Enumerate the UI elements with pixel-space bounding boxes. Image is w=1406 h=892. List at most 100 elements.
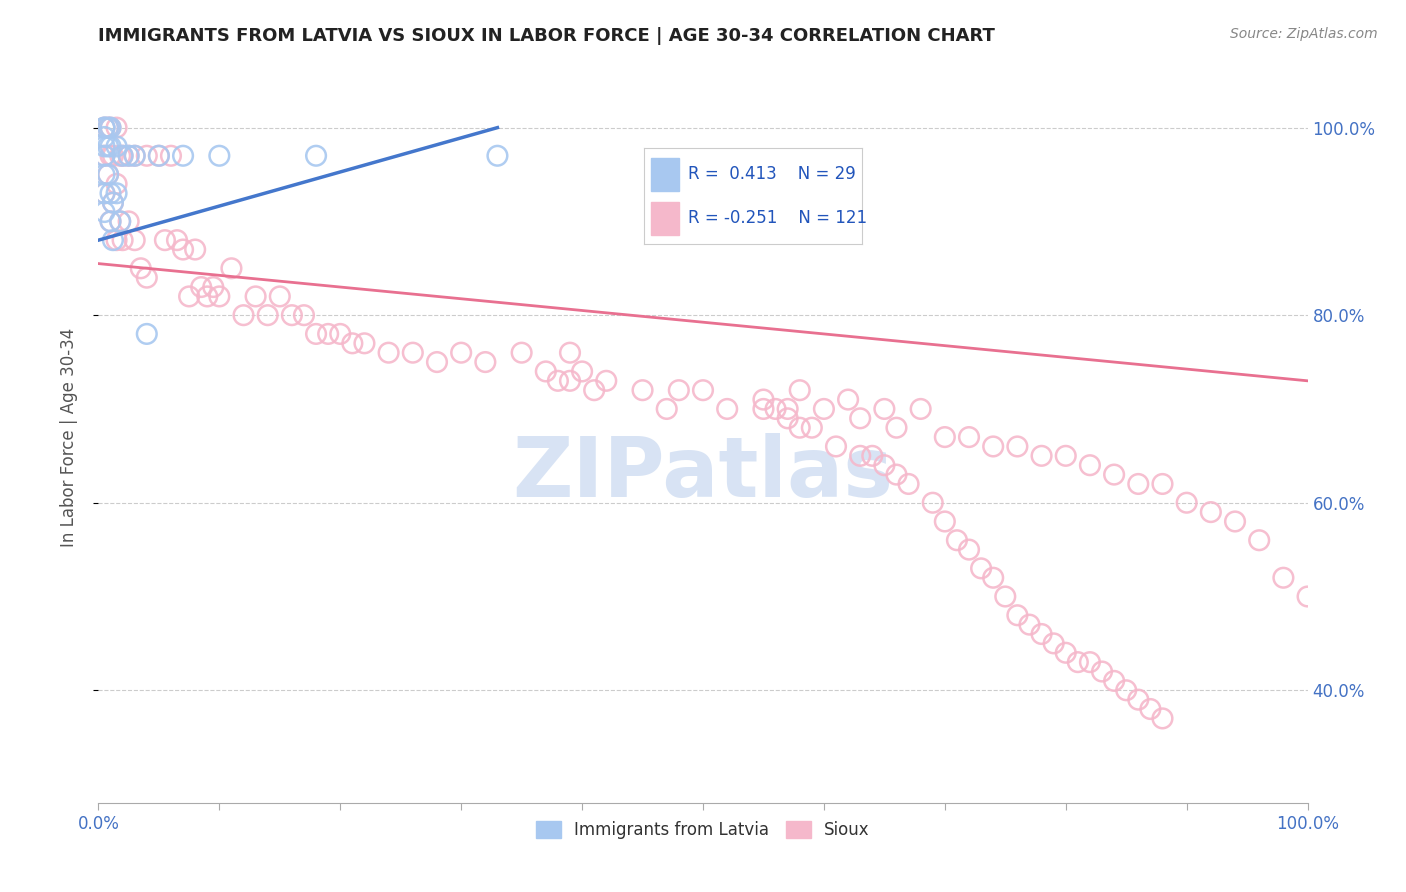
Point [93, 139, 115, 153]
Point [1007, 608, 1029, 623]
Point [208, 149, 231, 163]
Point [1091, 665, 1114, 679]
Point [190, 280, 212, 294]
Point [97, 120, 120, 135]
Point [172, 243, 194, 257]
Point [981, 571, 1004, 585]
Point [100, 120, 122, 135]
Y-axis label: In Labor Force | Age 30-34: In Labor Force | Age 30-34 [59, 327, 77, 547]
Point [934, 515, 956, 529]
Point [97, 168, 120, 182]
Point [97, 120, 120, 135]
Point [195, 289, 218, 303]
Point [305, 149, 328, 163]
Point [571, 364, 593, 378]
Point [510, 345, 533, 359]
Point [135, 149, 157, 163]
Point [245, 289, 267, 303]
Point [1078, 655, 1101, 669]
Point [1175, 496, 1198, 510]
Point [100, 214, 122, 228]
Point [97, 139, 120, 153]
Point [1272, 571, 1295, 585]
Point [886, 420, 908, 434]
Point [534, 364, 557, 378]
Point [910, 401, 932, 416]
Point [93, 186, 115, 201]
Point [1102, 673, 1125, 688]
Point [789, 383, 811, 397]
Point [1223, 515, 1246, 529]
Point [105, 120, 128, 135]
Text: IMMIGRANTS FROM LATVIA VS SIOUX IN LABOR FORCE | AGE 30-34 CORRELATION CHART: IMMIGRANTS FROM LATVIA VS SIOUX IN LABOR… [98, 27, 995, 45]
Point [813, 401, 835, 416]
Point [825, 440, 848, 454]
Point [486, 149, 509, 163]
Point [1102, 467, 1125, 482]
Point [118, 214, 141, 228]
Point [148, 149, 170, 163]
Point [897, 477, 920, 491]
Point [957, 430, 980, 444]
Point [97, 168, 120, 182]
Text: R = -0.251    N = 121: R = -0.251 N = 121 [688, 210, 868, 227]
Point [93, 149, 115, 163]
Legend: Immigrants from Latvia, Sioux: Immigrants from Latvia, Sioux [529, 814, 877, 846]
Point [873, 458, 896, 473]
Point [402, 345, 425, 359]
Point [105, 233, 128, 247]
Point [1031, 627, 1053, 641]
Point [558, 374, 581, 388]
Point [1054, 449, 1077, 463]
Point [1018, 617, 1040, 632]
Point [160, 149, 183, 163]
Point [970, 561, 993, 575]
Point [1054, 646, 1077, 660]
Point [153, 233, 176, 247]
Point [101, 195, 124, 210]
Point [208, 289, 231, 303]
Point [1115, 683, 1137, 698]
Point [93, 120, 115, 135]
Point [100, 149, 122, 163]
Point [342, 336, 364, 351]
Point [860, 449, 883, 463]
Point [124, 149, 146, 163]
Point [800, 420, 823, 434]
Point [1139, 702, 1161, 716]
Point [292, 308, 315, 322]
Point [101, 195, 124, 210]
Point [873, 401, 896, 416]
Point [1199, 505, 1222, 519]
Point [692, 383, 714, 397]
Point [305, 326, 328, 341]
Point [776, 401, 799, 416]
Point [1296, 590, 1319, 604]
Point [166, 233, 188, 247]
Point [1007, 440, 1029, 454]
Point [93, 168, 115, 182]
Point [558, 345, 581, 359]
Point [329, 326, 352, 341]
Point [655, 401, 678, 416]
Point [946, 533, 969, 548]
Point [124, 233, 146, 247]
Text: Source: ZipAtlas.com: Source: ZipAtlas.com [1230, 27, 1378, 41]
Bar [651, 158, 679, 191]
Point [124, 149, 146, 163]
Point [108, 149, 131, 163]
Point [316, 326, 339, 341]
Point [184, 243, 207, 257]
Point [221, 261, 243, 276]
Point [547, 374, 569, 388]
Point [101, 149, 124, 163]
Point [93, 186, 115, 201]
Point [93, 120, 115, 135]
Point [631, 383, 654, 397]
Point [474, 355, 496, 369]
Point [849, 411, 872, 425]
Point [849, 449, 872, 463]
Point [135, 270, 157, 285]
Point [1078, 458, 1101, 473]
Point [135, 326, 157, 341]
